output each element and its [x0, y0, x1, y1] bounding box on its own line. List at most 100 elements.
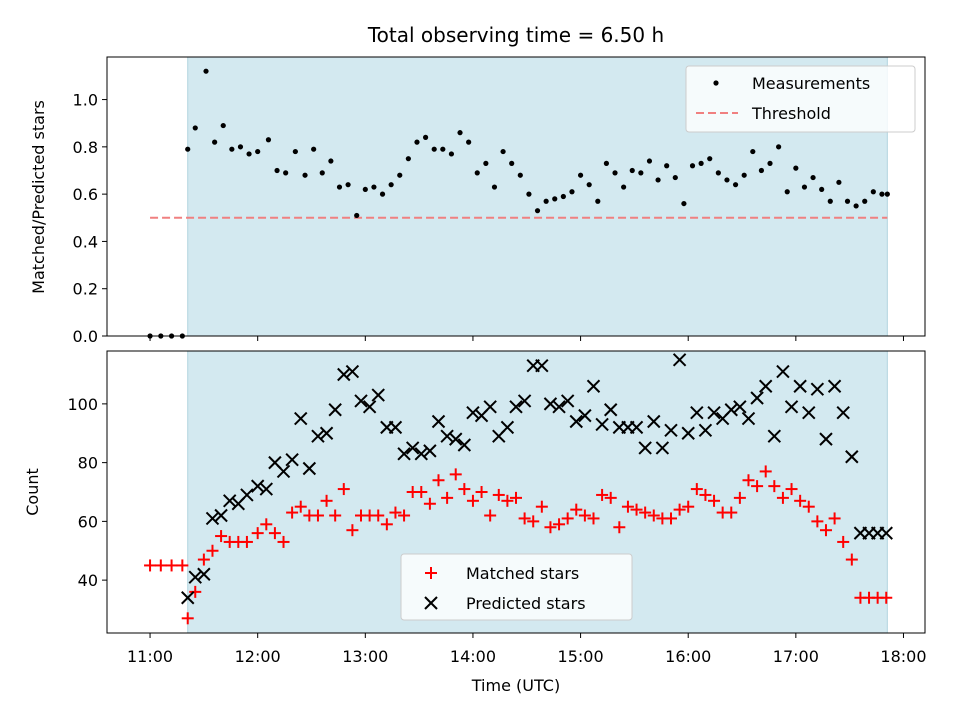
predicted-star-marker [423, 444, 437, 458]
matched-star-marker [751, 480, 764, 493]
measurement-point [336, 184, 343, 190]
matched-star-marker [320, 494, 333, 507]
measurement-point [758, 167, 765, 174]
measurement-point [311, 146, 317, 152]
matched-star-marker [380, 518, 393, 531]
top-plot-frame [106, 56, 926, 337]
measurement-point [220, 122, 226, 129]
measurement-point [603, 160, 610, 166]
predicted-star-marker [698, 423, 713, 438]
top-y-tick-label: 1.0 [73, 91, 98, 110]
bottom-y-tick-label: 60 [78, 512, 98, 531]
top-y-tick-label: 0.2 [73, 280, 98, 299]
predicted-star-marker [535, 358, 549, 373]
predicted-star-marker [345, 364, 360, 379]
predicted-star-marker [466, 405, 480, 420]
measurement-point [534, 208, 541, 214]
predicted-star-marker [672, 353, 687, 367]
matched-star-marker [553, 518, 566, 531]
measurement-point [302, 172, 308, 178]
predicted-stars-legend-label: Predicted stars [466, 594, 586, 613]
predicted-star-marker [690, 405, 704, 420]
x-tick-label: 16:00 [665, 647, 711, 666]
measurement-point [274, 167, 280, 174]
measurement-point [560, 193, 566, 200]
predicted-star-marker [311, 429, 325, 443]
bottom-y-tick-label: 80 [78, 454, 98, 473]
measurement-point [319, 170, 325, 176]
predicted-star-marker [741, 411, 756, 426]
matched-star-marker [828, 512, 841, 525]
predicted-star-marker [250, 479, 265, 493]
matched-star-marker [596, 488, 609, 501]
predicted-star-marker [354, 394, 368, 408]
matched-star-marker [337, 483, 350, 496]
measurement-point [237, 144, 244, 150]
predicted-star-marker [328, 403, 342, 417]
predicted-star-marker [647, 414, 661, 429]
measurement-point [483, 160, 489, 166]
predicted-star-marker [879, 526, 893, 540]
measurement-point [844, 198, 851, 204]
predicted-star-marker [655, 441, 670, 455]
predicted-star-marker [733, 400, 747, 414]
predicted-star-marker [500, 420, 515, 435]
measurement-point [741, 172, 747, 178]
measurement-point [569, 189, 575, 195]
matched-star-marker [802, 500, 815, 513]
matched-star-marker [206, 544, 219, 557]
predicted-star-marker [845, 450, 859, 464]
measurement-point [595, 198, 601, 204]
predicted-star-marker [431, 414, 446, 429]
top-y-ticks: 0.0 0.2 0.4 0.6 0.8 1.0 [73, 91, 107, 346]
top-y-axis-label: Matched/Predicted stars [29, 100, 48, 294]
measurement-point [422, 134, 429, 140]
predicted-star-marker [319, 426, 334, 440]
x-tick-label: 14:00 [450, 647, 496, 666]
matched-star-marker [587, 512, 600, 525]
predicted-star-marker [552, 400, 566, 414]
matched-star-marker [518, 512, 531, 525]
x-tick-label: 15:00 [558, 647, 604, 666]
matched-star-marker [673, 503, 686, 516]
matched-star-marker [570, 503, 583, 516]
matched-star-marker [466, 494, 479, 507]
measurement-point [664, 163, 670, 169]
matched-star-marker [621, 500, 634, 513]
matched-star-marker [604, 491, 617, 504]
measurement-point [776, 144, 782, 150]
measurement-point [638, 170, 644, 176]
measurement-point [440, 146, 446, 152]
top-legend-box [685, 65, 916, 133]
measurement-point [345, 182, 351, 188]
matched-star-marker [535, 500, 548, 513]
matched-star-marker [690, 483, 703, 496]
measurement-point [810, 174, 816, 181]
matched-star-marker [189, 585, 202, 598]
matched-star-marker [776, 491, 789, 504]
matched-star-marker [181, 612, 194, 625]
matched-star-marker [165, 559, 178, 572]
matched-star-marker [144, 559, 157, 572]
predicted-star-marker [819, 432, 833, 446]
matched-star-marker [260, 518, 273, 531]
measurement-point [246, 151, 252, 157]
predicted-star-marker [205, 511, 220, 526]
predicted-star-marker [724, 403, 738, 417]
measurement-point [192, 125, 198, 131]
measurement-point [853, 203, 859, 209]
measurement-point [405, 156, 411, 162]
measurement-point [732, 182, 739, 188]
matched-star-marker [578, 509, 591, 522]
measurement-point [354, 212, 360, 219]
measurement-point [793, 165, 799, 171]
predicted-star-marker [767, 429, 782, 443]
top-y-tick-label: 0.6 [73, 185, 98, 204]
measurement-point [801, 184, 808, 190]
measurements-legend-label: Measurements [752, 74, 870, 93]
predicted-star-marker [827, 379, 842, 393]
predicted-star-marker [397, 447, 411, 461]
measurement-point [292, 148, 298, 155]
measurement-point [784, 189, 790, 195]
matched-star-marker [613, 521, 626, 534]
